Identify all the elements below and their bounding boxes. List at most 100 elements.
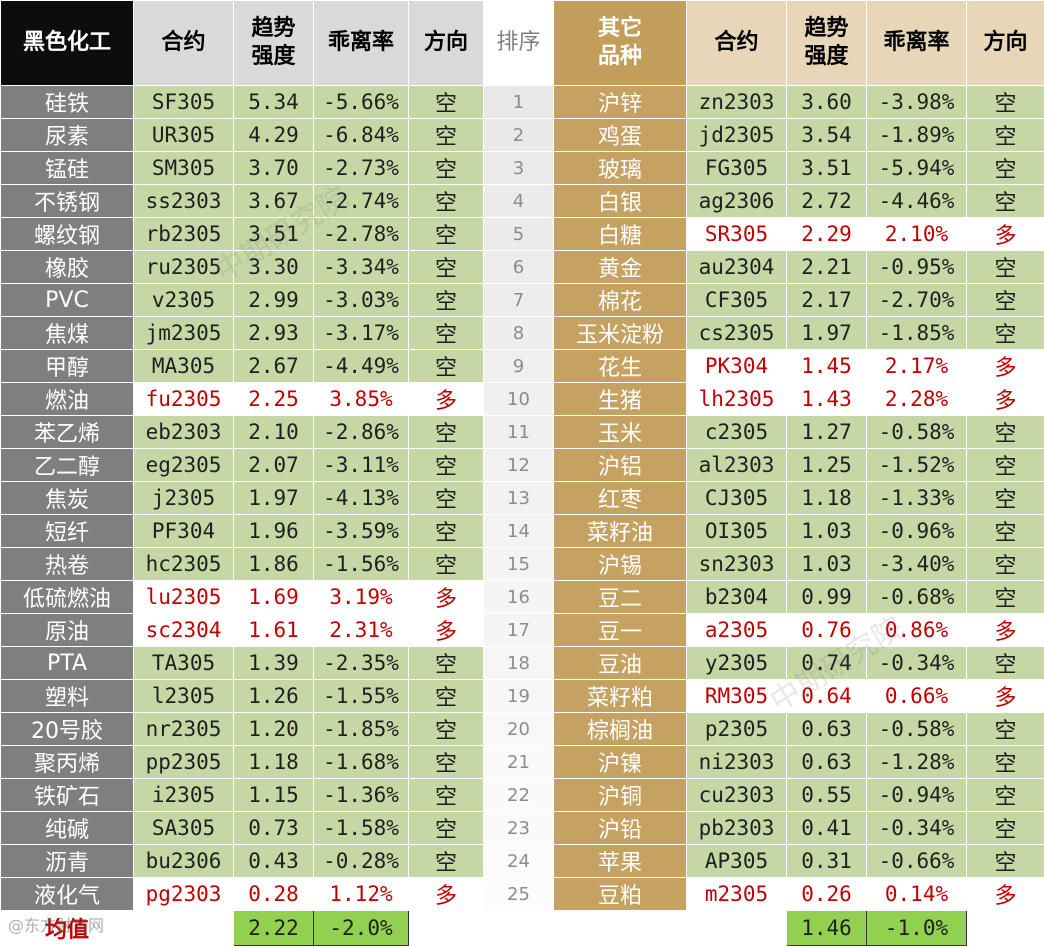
trend-left: 1.18 xyxy=(233,745,314,779)
rank-cell: 5 xyxy=(483,217,554,251)
direction-left: 空 xyxy=(408,118,484,152)
variety-name-left: 原油 xyxy=(0,613,134,647)
bias-right: -1.85% xyxy=(866,316,967,350)
bias-right: 2.28% xyxy=(866,382,967,416)
bias-right: -0.58% xyxy=(866,712,967,746)
bias-right: 2.17% xyxy=(866,349,967,383)
trend-right: 0.31 xyxy=(786,844,867,878)
contract-right: y2305 xyxy=(686,646,787,680)
bias-left: -3.17% xyxy=(313,316,409,350)
contract-right: AP305 xyxy=(686,844,787,878)
variety-name-right: 菜籽粕 xyxy=(553,679,687,713)
direction-right: 空 xyxy=(966,712,1044,746)
trend-left: 1.26 xyxy=(233,679,314,713)
direction-right: 空 xyxy=(966,547,1044,581)
table-row: 短纤 PF304 1.96 -3.59% 空 14 菜籽油 OI305 1.03 -0.96% 空 xyxy=(0,514,1044,548)
trend-right: 0.41 xyxy=(786,811,867,845)
variety-name-right: 玉米淀粉 xyxy=(553,316,687,350)
rank-cell: 4 xyxy=(483,184,554,218)
direction-left: 空 xyxy=(408,514,484,548)
variety-name-left: 甲醇 xyxy=(0,349,134,383)
bias-left: 2.31% xyxy=(313,613,409,647)
direction-right: 空 xyxy=(966,118,1044,152)
trend-right: 2.29 xyxy=(786,217,867,251)
variety-name-right: 玉米 xyxy=(553,415,687,449)
variety-name-right: 沪铝 xyxy=(553,448,687,482)
bias-right: -1.28% xyxy=(866,745,967,779)
rank-cell: 16 xyxy=(483,580,554,614)
trend-left: 2.99 xyxy=(233,283,314,317)
bias-left: -2.73% xyxy=(313,151,409,185)
direction-right: 多 xyxy=(966,877,1044,911)
table-row: 螺纹钢 rb2305 3.51 -2.78% 空 5 白糖 SR305 2.29 2.10% 多 xyxy=(0,217,1044,251)
variety-name-left: 尿素 xyxy=(0,118,134,152)
bias-right: -0.66% xyxy=(866,844,967,878)
header-rank: 排序 xyxy=(483,0,554,86)
direction-right: 多 xyxy=(966,613,1044,647)
trend-left: 0.73 xyxy=(233,811,314,845)
trend-right: 1.97 xyxy=(786,316,867,350)
table-row: 锰硅 SM305 3.70 -2.73% 空 3 玻璃 FG305 3.51 -5.94% 空 xyxy=(0,151,1044,185)
rank-cell: 9 xyxy=(483,349,554,383)
trend-right: 1.18 xyxy=(786,481,867,515)
footer-empty xyxy=(686,910,787,946)
variety-name-left: 苯乙烯 xyxy=(0,415,134,449)
direction-left: 多 xyxy=(408,877,484,911)
contract-right: al2303 xyxy=(686,448,787,482)
contract-left: SF305 xyxy=(133,85,234,119)
trend-left: 5.34 xyxy=(233,85,314,119)
table-row: 甲醇 MA305 2.67 -4.49% 空 9 花生 PK304 1.45 2.17% 多 xyxy=(0,349,1044,383)
bias-right: -0.68% xyxy=(866,580,967,614)
table-row: 苯乙烯 eb2303 2.10 -2.86% 空 11 玉米 c2305 1.27 -0.58% 空 xyxy=(0,415,1044,449)
table-row: 乙二醇 eg2305 2.07 -3.11% 空 12 沪铝 al2303 1.25 -1.52%… xyxy=(0,448,1044,482)
direction-left: 空 xyxy=(408,184,484,218)
direction-left: 多 xyxy=(408,580,484,614)
direction-right: 空 xyxy=(966,85,1044,119)
bias-left: -1.55% xyxy=(313,679,409,713)
bias-left: -0.28% xyxy=(313,844,409,878)
contract-left: j2305 xyxy=(133,481,234,515)
contract-left: pp2305 xyxy=(133,745,234,779)
direction-left: 空 xyxy=(408,283,484,317)
direction-left: 空 xyxy=(408,448,484,482)
contract-left: ru2305 xyxy=(133,250,234,284)
trend-right: 0.99 xyxy=(786,580,867,614)
rank-cell: 23 xyxy=(483,811,554,845)
footer-empty xyxy=(133,910,234,946)
contract-right: ni2303 xyxy=(686,745,787,779)
bias-left: -1.56% xyxy=(313,547,409,581)
bias-right: -1.89% xyxy=(866,118,967,152)
table-row: 不锈钢 ss2303 3.67 -2.74% 空 4 白银 ag2306 2.72 -4.46% 空 xyxy=(0,184,1044,218)
direction-right: 空 xyxy=(966,448,1044,482)
direction-left: 空 xyxy=(408,415,484,449)
bias-right: -3.98% xyxy=(866,85,967,119)
table-row: 聚丙烯 pp2305 1.18 -1.68% 空 21 沪镍 ni2303 0.63 -1.28%… xyxy=(0,745,1044,779)
direction-right: 空 xyxy=(966,184,1044,218)
contract-left: bu2306 xyxy=(133,844,234,878)
bias-left: -2.74% xyxy=(313,184,409,218)
contract-left: rb2305 xyxy=(133,217,234,251)
contract-right: zn2303 xyxy=(686,85,787,119)
bias-left: -3.34% xyxy=(313,250,409,284)
header-bias-right: 乖离率 xyxy=(866,0,967,86)
contract-right: cs2305 xyxy=(686,316,787,350)
rank-cell: 13 xyxy=(483,481,554,515)
contract-left: PF304 xyxy=(133,514,234,548)
table-row: 橡胶 ru2305 3.30 -3.34% 空 6 黄金 au2304 2.21 -0.95% 空 xyxy=(0,250,1044,284)
bias-left: -2.86% xyxy=(313,415,409,449)
bias-right: -4.46% xyxy=(866,184,967,218)
contract-left: l2305 xyxy=(133,679,234,713)
variety-name-right: 花生 xyxy=(553,349,687,383)
table-row: 原油 sc2304 1.61 2.31% 多 17 豆一 a2305 0.76 0.86% 多 xyxy=(0,613,1044,647)
direction-left: 空 xyxy=(408,316,484,350)
bias-right: -5.94% xyxy=(866,151,967,185)
contract-right: m2305 xyxy=(686,877,787,911)
trend-left: 1.61 xyxy=(233,613,314,647)
table-row: 焦炭 j2305 1.97 -4.13% 空 13 红枣 CJ305 1.18 -1.33% 空 xyxy=(0,481,1044,515)
bias-left: 1.12% xyxy=(313,877,409,911)
header-contract-right: 合约 xyxy=(686,0,787,86)
variety-name-left: 塑料 xyxy=(0,679,134,713)
direction-right: 空 xyxy=(966,778,1044,812)
table-row: 热卷 hc2305 1.86 -1.56% 空 15 沪锡 sn2303 1.03 -3.40% 空 xyxy=(0,547,1044,581)
header-contract-left: 合约 xyxy=(133,0,234,86)
